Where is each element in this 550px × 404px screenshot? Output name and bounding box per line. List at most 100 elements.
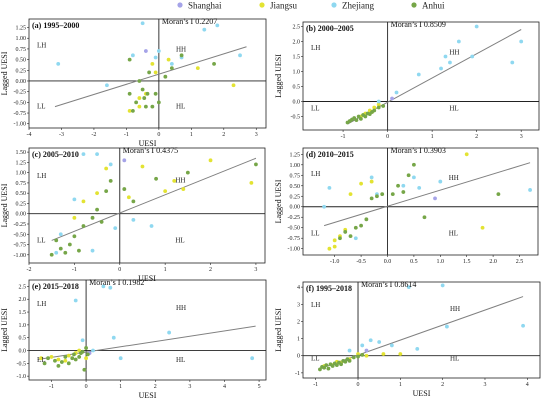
y-tick-label: -1 — [295, 371, 300, 377]
data-point — [202, 27, 207, 32]
data-point — [154, 176, 158, 181]
data-point — [433, 196, 437, 201]
data-point — [140, 87, 145, 92]
x-tick-label: 2 — [154, 384, 157, 390]
quadrant-label-lh: LH — [37, 172, 46, 180]
quadrant-label-hl: HL — [175, 236, 184, 244]
y-tick-label: 2.5 — [293, 25, 301, 31]
data-point — [415, 346, 420, 351]
morans-i-label: Moran’s I 0.8509 — [391, 20, 446, 29]
quadrant-label-ll: LL — [311, 355, 320, 363]
data-point — [59, 360, 64, 364]
series-jiangsu — [39, 348, 88, 363]
x-tick-label: 1.0 — [437, 259, 445, 265]
data-point — [131, 199, 136, 204]
data-point — [439, 66, 443, 71]
y-tick-label: 0.5 — [293, 85, 301, 91]
data-point — [153, 91, 158, 96]
x-tick-label: 3 — [254, 267, 257, 273]
legend-marker — [331, 2, 337, 8]
data-point — [72, 352, 76, 357]
quadrant-label-hh: HH — [449, 48, 459, 56]
x-tick-label: -2 — [91, 132, 96, 138]
legend-marker — [411, 2, 417, 8]
data-point — [359, 223, 363, 228]
x-tick-label: 0.0 — [384, 259, 392, 265]
data-point — [95, 207, 99, 212]
y-tick-label: -0.5 — [17, 361, 27, 367]
data-point — [63, 250, 68, 255]
quadrant-label-hh: HH — [176, 46, 186, 54]
legend-marker — [259, 2, 265, 8]
data-point — [364, 217, 369, 222]
quadrant-label-ll: LL — [37, 236, 46, 244]
data-point — [250, 356, 255, 361]
x-tick-label: 0 — [157, 132, 160, 138]
data-point — [474, 24, 479, 29]
y-tick-label: 0.75 — [290, 173, 301, 179]
x-tick-label: -1 — [341, 134, 346, 140]
data-point — [231, 83, 236, 88]
quadrant-label-hh: HH — [175, 177, 185, 185]
data-point — [360, 352, 365, 357]
series-zhejiang — [347, 283, 525, 353]
data-point — [104, 166, 109, 171]
data-point — [95, 191, 99, 196]
data-point — [46, 356, 50, 361]
data-point — [327, 246, 332, 251]
data-point — [343, 230, 348, 234]
data-point — [444, 324, 449, 329]
data-point — [356, 114, 361, 119]
x-axis-title: UESI — [138, 274, 156, 283]
data-point — [156, 49, 161, 53]
series-jiangsu — [72, 158, 254, 220]
data-point — [353, 225, 358, 230]
data-point — [406, 285, 411, 290]
data-point — [360, 343, 365, 348]
y-tick-label: 2 — [297, 319, 300, 325]
data-point — [80, 349, 85, 354]
data-point — [85, 352, 90, 357]
data-point — [332, 244, 337, 249]
series-zhejiang — [73, 284, 255, 361]
data-point — [398, 352, 403, 356]
y-tick-label: 1.25 — [16, 160, 27, 166]
legend-label: Zhejiang — [342, 1, 374, 11]
data-point — [334, 363, 339, 368]
plot-frame — [28, 147, 266, 264]
data-point — [356, 354, 360, 359]
y-tick-label: 0.75 — [16, 47, 27, 53]
data-point — [353, 236, 358, 241]
data-point — [156, 100, 161, 105]
data-point — [49, 252, 54, 257]
data-point — [122, 187, 127, 191]
data-point — [169, 61, 174, 66]
data-point — [72, 215, 77, 220]
data-point — [338, 236, 342, 241]
panels: -4 -3 -2 -1 0 1 2 3-1.00-0.75-0.50-0.250.000.25… — [0, 17, 541, 400]
data-point — [127, 57, 132, 62]
x-tick-label: 2 — [441, 382, 444, 388]
data-point — [372, 105, 377, 110]
data-point — [324, 363, 329, 368]
data-point — [372, 108, 377, 113]
x-tick-label: 1 — [431, 134, 434, 140]
data-point — [411, 162, 416, 167]
y-tick-label: -0.50 — [288, 226, 301, 232]
panel-b: -1 0 1 2 3 -0.5 0.0 0.5 1.0 1.5 2.0 2.5 (b) 2000–200… — [274, 20, 540, 140]
data-point — [63, 358, 68, 363]
panel-label: (b) 2000–2005 — [306, 24, 354, 33]
x-tick-label: 3 — [520, 134, 523, 140]
data-point — [66, 361, 71, 366]
data-point — [172, 178, 177, 183]
x-tick-label: -0.5 — [356, 259, 366, 265]
data-point — [347, 348, 352, 353]
regression-line — [347, 29, 522, 125]
plot-frame — [302, 281, 541, 379]
x-tick-label: -1 — [72, 267, 77, 273]
y-tick-label: 4 — [297, 285, 300, 291]
x-tick-label: -1 — [124, 132, 129, 138]
morans-i-label: Moran’s I 0.3903 — [390, 146, 445, 155]
data-point — [84, 346, 88, 350]
